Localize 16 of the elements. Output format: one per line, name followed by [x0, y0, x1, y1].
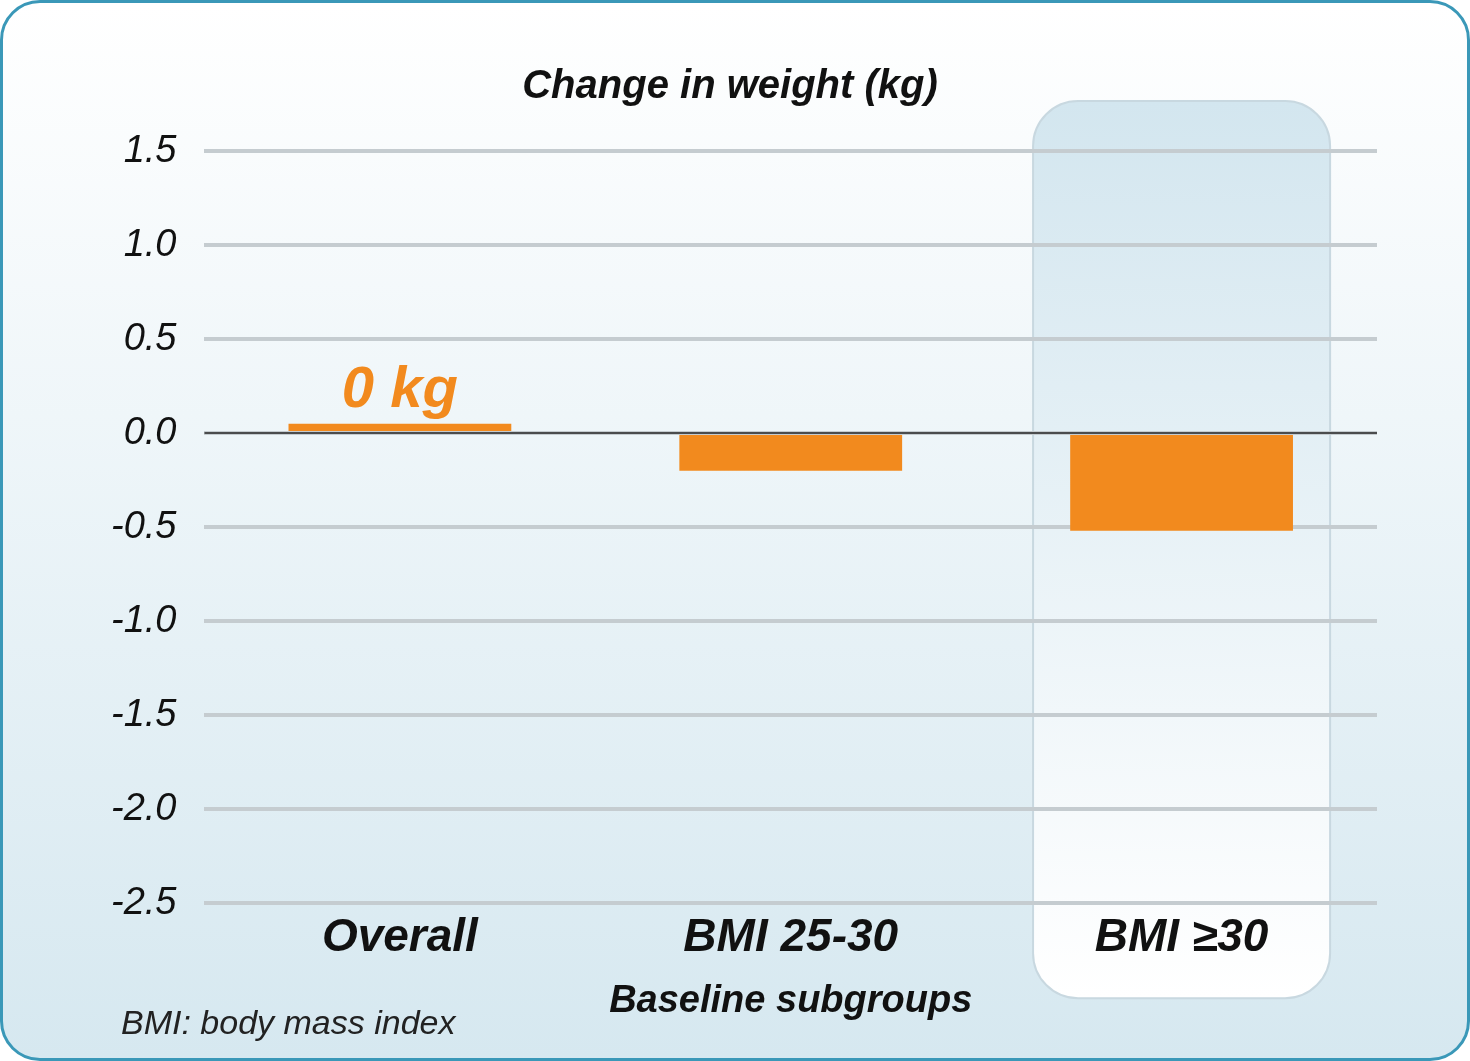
y-tick-label: -2.0 [111, 785, 177, 828]
y-tick-label: -1.0 [111, 597, 177, 640]
chart-title: Change in weight (kg) [522, 62, 938, 107]
x-tick-label: BMI ≥30 [1094, 909, 1269, 962]
data-label: 0 kg [341, 353, 458, 419]
y-tick-label: -0.5 [111, 503, 178, 546]
y-tick-label: -1.5 [111, 691, 178, 734]
y-tick-label: 0.0 [123, 409, 177, 452]
x-axis-title: Baseline subgroups [609, 977, 973, 1020]
x-tick-label: BMI 25-30 [683, 909, 899, 962]
text: BMI: body mass index [121, 1003, 457, 1041]
y-tick-label: 1.5 [123, 127, 178, 170]
y-tick-label: -2.5 [111, 879, 178, 922]
x-tick-label: Overall [321, 909, 480, 962]
y-tick-label: 0.5 [123, 315, 178, 358]
y-tick-label: 1.0 [123, 221, 177, 264]
